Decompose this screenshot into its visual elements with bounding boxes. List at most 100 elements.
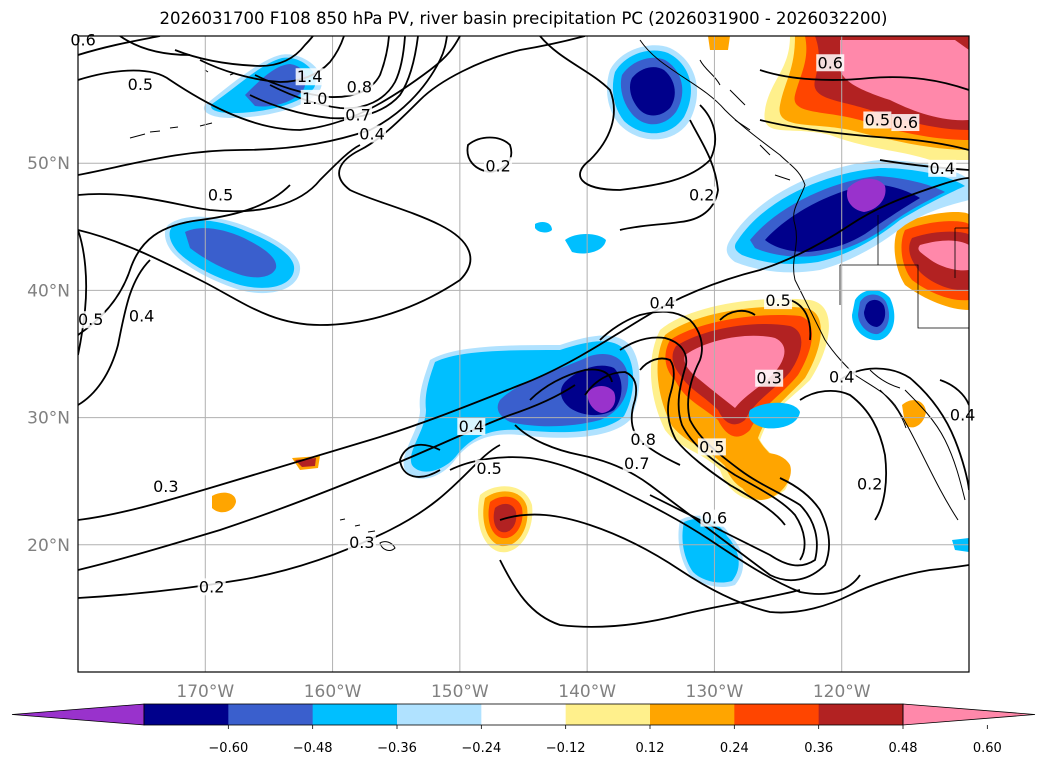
- colorbar-segment: [312, 704, 398, 725]
- colorbar-tick-label: 0.60: [973, 741, 1002, 756]
- contour-label: 0.5: [863, 110, 892, 129]
- contour-label: 0.4: [457, 417, 486, 436]
- contour-label-text: 0.6: [70, 30, 95, 49]
- contour-label-text: 0.4: [650, 294, 675, 313]
- contour-label: 0.4: [928, 159, 957, 178]
- colorbar-tick-label: −0.12: [546, 741, 586, 756]
- contour-label-text: 1.0: [302, 89, 327, 108]
- contour-label-text: 0.7: [345, 105, 370, 124]
- contour-label-text: 0.5: [476, 459, 501, 478]
- lat-tick-label: 30°N: [27, 409, 70, 429]
- contour-label: 0.8: [345, 77, 374, 96]
- contour-label-text: 0.3: [756, 369, 781, 388]
- colorbar-extend-low: [11, 703, 145, 726]
- lon-tick-label: 130°W: [686, 682, 744, 702]
- colorbar-segment: [481, 704, 567, 725]
- lon-tick-label: 140°W: [558, 682, 616, 702]
- pv-contours: [78, 36, 969, 628]
- contour-label: 0.5: [764, 291, 793, 310]
- contour-label-text: 0.6: [702, 509, 727, 528]
- contour-label-text: 0.5: [865, 110, 890, 129]
- lon-tick-label: 120°W: [813, 682, 871, 702]
- contour-label: 0.5: [206, 186, 235, 205]
- colorbar-tick-label: −0.48: [293, 741, 333, 756]
- contour-label-text: 0.4: [930, 159, 955, 178]
- colorbar-tick-label: −0.36: [377, 741, 417, 756]
- lon-tick-label: 170°W: [176, 682, 234, 702]
- colorbar-tick-label: 0.48: [889, 741, 918, 756]
- colorbar: [11, 703, 1036, 726]
- contour-label-text: 1.4: [297, 67, 322, 86]
- contour-label: 0.5: [126, 75, 155, 94]
- boundaries: [839, 215, 969, 329]
- neg-anomaly-west: [164, 216, 969, 552]
- contour-label: 0.7: [344, 105, 373, 124]
- contour-label-text: 0.5: [699, 437, 724, 456]
- contour-label: 0.3: [347, 533, 376, 552]
- lon-tick-label: 160°W: [304, 682, 362, 702]
- colorbar-tick-label: −0.24: [461, 741, 501, 756]
- contour-label-text: 0.5: [765, 291, 790, 310]
- contour-label-text: 0.4: [829, 367, 854, 386]
- lon-tick-labels: 170°W 160°W 150°W 140°W 130°W 120°W: [176, 682, 870, 702]
- contour-label-text: 0.5: [128, 75, 153, 94]
- contour-label: 0.3: [151, 477, 180, 496]
- contour-label-text: 0.8: [347, 77, 372, 96]
- contour-label: 0.5: [475, 459, 504, 478]
- contour-label-text: 0.7: [624, 454, 649, 473]
- contour-labels: 0.60.5 1.41.00.80.70.40.20.20.60.5 0.60.40…: [69, 30, 977, 596]
- colorbar-segment: [397, 704, 482, 725]
- contour-label: 0.4: [827, 367, 856, 386]
- contour-label-text: 0.4: [950, 406, 975, 425]
- contour-label: 0.5: [76, 310, 105, 329]
- colorbar-segment: [228, 704, 314, 725]
- contour-label: 1.4: [295, 67, 324, 86]
- contour-label: 0.6: [69, 30, 98, 49]
- contour-label-text: 0.4: [129, 306, 154, 325]
- contour-label: 0.8: [629, 430, 658, 449]
- colorbar-segment: [734, 704, 820, 725]
- contour-label: 0.6: [700, 509, 729, 528]
- colorbar-extend-high: [902, 703, 1036, 726]
- contour-label: 0.2: [484, 156, 513, 175]
- colorbar-tick-label: −0.60: [208, 741, 248, 756]
- contour-label-text: 0.2: [689, 186, 714, 205]
- lon-tick-label: 150°W: [431, 682, 489, 702]
- colorbar-tick-label: 0.36: [804, 741, 833, 756]
- contour-label-text: 0.2: [199, 577, 224, 596]
- colorbar-segment: [650, 704, 735, 725]
- contour-label-text: 0.2: [857, 474, 882, 493]
- contour-label-text: 0.2: [485, 156, 510, 175]
- contour-label: 0.2: [687, 186, 716, 205]
- neg-anomaly-gulf-alaska: [607, 45, 698, 140]
- contour-label: 0.4: [948, 406, 977, 425]
- colorbar-segment: [818, 704, 904, 725]
- contour-label: 0.5: [697, 437, 726, 456]
- contour-label-text: 0.5: [78, 310, 103, 329]
- colorbar-tick-labels: −0.60 −0.48 −0.36 −0.24 −0.12 0.12 0.24 0.36 0.4…: [208, 725, 1002, 756]
- contour-label-text: 0.3: [349, 533, 374, 552]
- contour-label-text: 0.4: [359, 124, 384, 143]
- colorbar-tick-label: 0.12: [636, 741, 665, 756]
- lat-tick-labels: 20°N 30°N 40°N 50°N: [27, 154, 70, 556]
- contour-label-text: 0.5: [208, 186, 233, 205]
- contour-label-text: 0.4: [459, 417, 484, 436]
- contour-label-text: 0.6: [893, 113, 918, 132]
- colorbar-tick-label: 0.24: [720, 741, 749, 756]
- lat-tick-label: 20°N: [27, 536, 70, 556]
- neg-anomaly-aleutian: [203, 54, 322, 118]
- lat-tick-label: 40°N: [27, 281, 70, 301]
- contour-label: 0.6: [816, 53, 845, 72]
- chart-title: 2026031700 F108 850 hPa PV, river basin …: [159, 9, 888, 28]
- colorbar-frame: [143, 703, 904, 726]
- contour-label: 0.4: [127, 306, 156, 325]
- contour-label: 1.0: [300, 89, 329, 108]
- contour-label: 0.4: [358, 124, 387, 143]
- contour-label: 0.7: [622, 454, 651, 473]
- contour-label-text: 0.8: [630, 430, 655, 449]
- contour-label-text: 0.3: [153, 477, 178, 496]
- colorbar-segment: [144, 704, 229, 725]
- pos-anomaly-california: [894, 212, 969, 310]
- neg-anomaly-west-us: [726, 160, 969, 341]
